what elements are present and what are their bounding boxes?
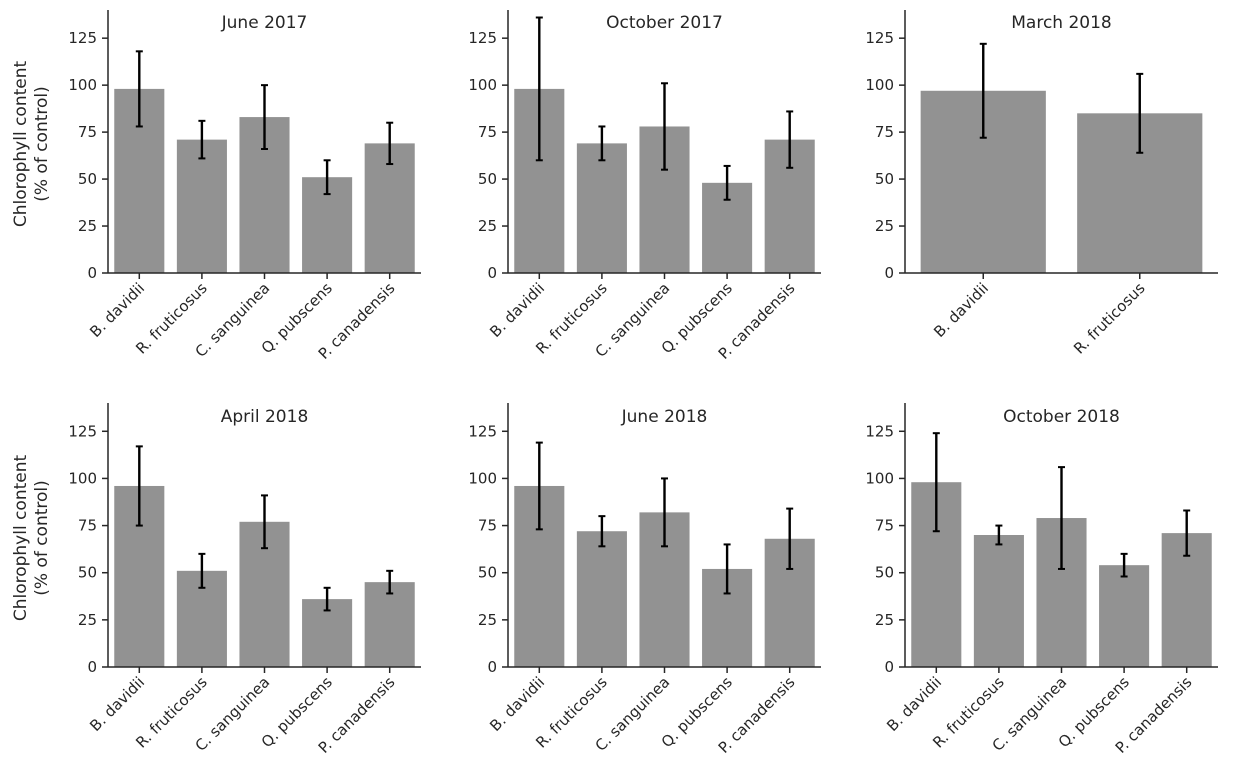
y-tick-label: 100 (865, 469, 894, 487)
bar (973, 535, 1024, 667)
y-tick-label: 75 (478, 517, 497, 535)
y-tick-label: 75 (78, 123, 97, 141)
x-tick-label: R. fruticosus (1070, 279, 1149, 358)
y-tick-label: 75 (875, 123, 894, 141)
y-tick-label: 100 (68, 76, 97, 94)
y-tick-label: 0 (487, 264, 497, 282)
y-axis-label-bottom-row: Chlorophyll content (% of control) (11, 454, 52, 621)
y-tick-label: 75 (875, 517, 894, 535)
y-axis-label-line-1: Chlorophyll content (11, 60, 31, 227)
y-axis-label-line-2: (% of control) (32, 86, 52, 202)
y-tick-label: 0 (87, 264, 97, 282)
chart-title: October 2017 (606, 13, 723, 33)
y-tick-label: 50 (875, 170, 894, 188)
y-tick-label: 25 (875, 217, 894, 235)
y-tick-label: 0 (487, 658, 497, 676)
y-tick-label: 125 (68, 29, 97, 47)
y-tick-label: 0 (87, 658, 97, 676)
x-tick-label: B. davidii (486, 279, 548, 341)
y-tick-label: 75 (478, 123, 497, 141)
x-tick-label: B. davidii (486, 673, 548, 735)
x-tick-label: B. davidii (86, 673, 148, 735)
chart-title: October 2018 (1003, 407, 1120, 427)
chart-title: April 2018 (221, 407, 309, 427)
bar (576, 531, 627, 667)
bar (1099, 565, 1150, 667)
y-tick-label: 125 (865, 422, 894, 440)
y-tick-label: 50 (478, 170, 497, 188)
chart-title: June 2018 (621, 407, 708, 427)
y-tick-label: 25 (478, 611, 497, 629)
y-tick-label: 25 (78, 217, 97, 235)
y-axis-label-top-row: Chlorophyll content (% of control) (11, 60, 52, 227)
chart-panel-3: March 2018 0 25 50 75 100 125 B. davidii R. frut… (865, 10, 1218, 358)
chart-panels: June 2017 0 25 50 75 100 125 B. davidii R. fruti… (68, 10, 1218, 757)
bar (364, 582, 415, 667)
chart-title: March 2018 (1011, 13, 1112, 33)
y-tick-label: 100 (68, 469, 97, 487)
y-axis-label-line-2: (% of control) (32, 480, 52, 596)
y-tick-label: 100 (468, 76, 497, 94)
y-tick-label: 100 (468, 469, 497, 487)
y-tick-label: 75 (78, 517, 97, 535)
y-tick-label: 50 (78, 170, 97, 188)
y-tick-label: 25 (478, 217, 497, 235)
y-tick-label: 50 (875, 564, 894, 582)
y-tick-label: 0 (884, 658, 894, 676)
bar (576, 143, 627, 273)
y-tick-label: 125 (68, 422, 97, 440)
y-tick-label: 0 (884, 264, 894, 282)
y-tick-label: 125 (468, 422, 497, 440)
y-tick-label: 50 (78, 564, 97, 582)
y-tick-label: 25 (875, 611, 894, 629)
y-tick-label: 50 (478, 564, 497, 582)
chart-title: June 2017 (221, 13, 308, 33)
y-axis-label-line-1: Chlorophyll content (11, 454, 31, 621)
x-tick-label: B. davidii (883, 673, 945, 735)
y-tick-label: 25 (78, 611, 97, 629)
x-tick-label: B. davidii (86, 279, 148, 341)
y-tick-label: 125 (865, 29, 894, 47)
x-tick-label: B. davidii (930, 279, 992, 341)
bar (176, 139, 227, 273)
y-tick-label: 100 (865, 76, 894, 94)
y-tick-label: 125 (468, 29, 497, 47)
